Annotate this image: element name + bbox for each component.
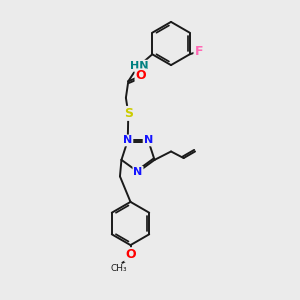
Text: N: N	[123, 135, 132, 146]
Text: N: N	[144, 135, 153, 146]
Text: CH₃: CH₃	[110, 264, 127, 273]
Text: O: O	[125, 248, 136, 261]
Text: O: O	[136, 69, 146, 82]
Text: N: N	[134, 167, 142, 177]
Text: F: F	[194, 45, 203, 58]
Text: S: S	[124, 107, 133, 120]
Text: HN: HN	[130, 61, 149, 71]
